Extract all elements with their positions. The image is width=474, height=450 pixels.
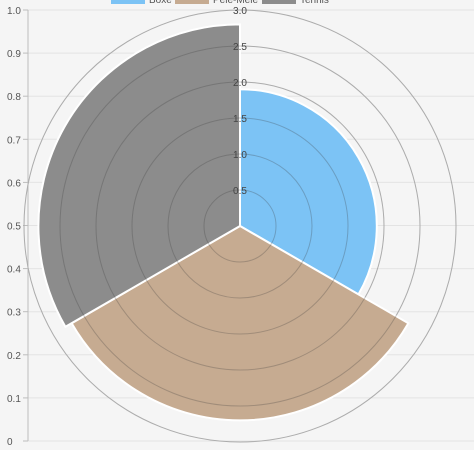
left-tick-label-8: 0.8 (7, 92, 21, 103)
slice-0 (239, 88, 378, 296)
ring-overlay-5 (59, 45, 421, 407)
legend-label-2: Tennis (300, 0, 329, 6)
left-tick-label-7: 0.7 (7, 135, 21, 146)
left-tick-label-1: 0.1 (7, 394, 21, 405)
radial-tick-label-2: 1.5 (233, 114, 247, 125)
legend-swatch-0 (111, 0, 145, 4)
radial-tick-label-5: 3.0 (233, 6, 247, 17)
legend-swatch-1 (175, 0, 209, 4)
ring-overlay-4 (95, 81, 385, 371)
left-tick-label-3: 0.3 (7, 308, 21, 319)
left-tick-label-5: 0.5 (7, 222, 21, 233)
ring-overlay-6 (23, 9, 457, 443)
ring-overlay-3 (131, 117, 349, 335)
radial-tick-label-4: 2.5 (233, 42, 247, 53)
radial-ticks: 0.5 1.0 1.5 2.0 2.5 3.0 (233, 6, 247, 197)
ring-6 (23, 9, 457, 443)
legend-label-0: Boxe (149, 0, 172, 6)
left-tick-label-2: 0.2 (7, 351, 21, 362)
left-tick-label-10: 1.0 (7, 6, 21, 17)
left-tick-label-4: 0.4 (7, 265, 21, 276)
left-tick-label-9: 0.9 (7, 49, 21, 60)
radial-tick-label-0: 0.5 (233, 186, 247, 197)
slice-1 (70, 224, 410, 422)
radial-tick-label-3: 2.0 (233, 78, 247, 89)
slice-2 (37, 23, 241, 329)
left-axis: 0 0.1 0.2 0.3 0.4 0.5 0.6 0.7 0.8 0.9 1.0 (7, 6, 29, 448)
legend-swatch-2 (262, 0, 296, 4)
ring-overlay-1 (203, 189, 277, 263)
left-tick-label-0: 0 (7, 437, 13, 445)
radial-tick-label-1: 1.0 (233, 150, 247, 161)
left-tick-label-6: 0.6 (7, 178, 21, 189)
legend: Boxe Pêle-Mêle Tennis (111, 0, 329, 6)
ring-overlay-2 (167, 153, 313, 299)
slices (23, 9, 457, 443)
legend-label-1: Pêle-Mêle (213, 0, 258, 6)
